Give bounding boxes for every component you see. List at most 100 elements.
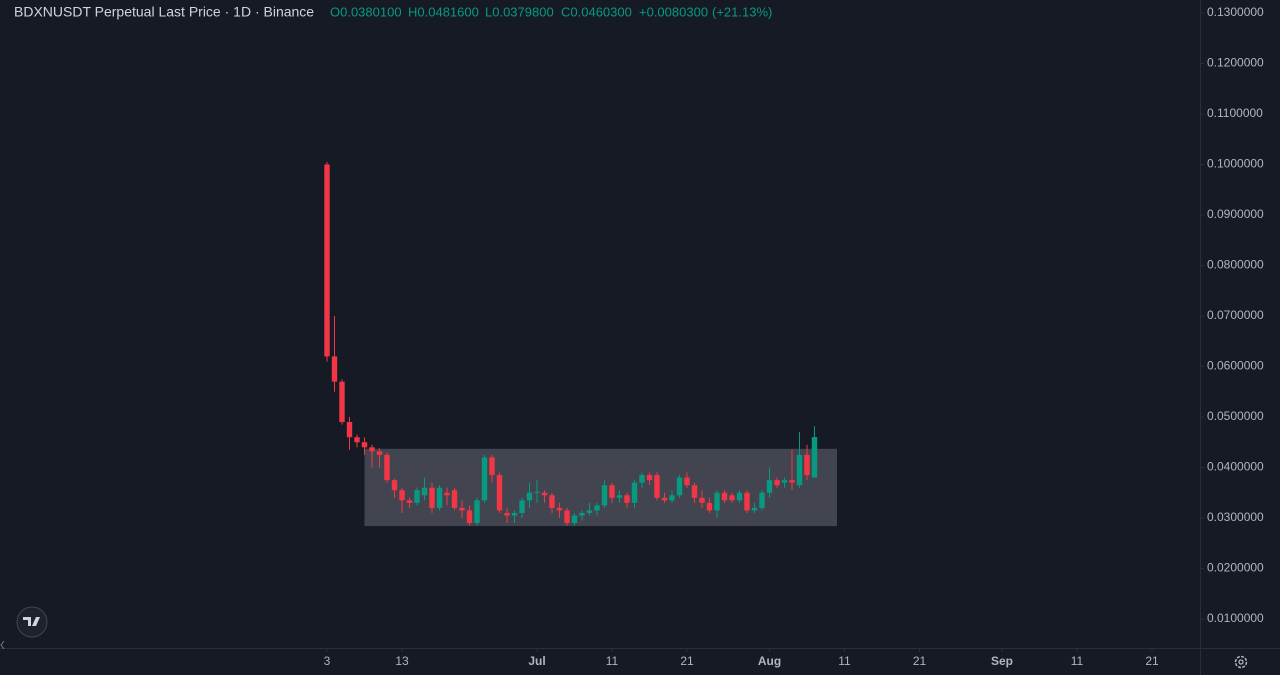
candle-body <box>444 492 450 496</box>
candle-body <box>579 512 585 516</box>
candle-body <box>459 507 465 511</box>
x-tick-label: 13 <box>395 654 409 668</box>
candle-body <box>811 437 818 478</box>
candle-body <box>706 502 713 511</box>
y-tick-label: 0.0500000 <box>1207 409 1264 423</box>
candle-body <box>474 500 480 524</box>
candle-body <box>496 475 503 511</box>
x-tick-label: 11 <box>1071 654 1084 668</box>
candle-body <box>331 356 338 382</box>
settings-button[interactable] <box>1234 655 1248 669</box>
candle-body <box>796 454 803 486</box>
candle-body <box>541 492 548 496</box>
ohlc-change-pct: (+21.13%) <box>712 4 772 19</box>
gear-inner[interactable] <box>1238 659 1244 665</box>
candle-body <box>736 492 743 501</box>
candle-body <box>564 510 570 524</box>
candle-body <box>354 437 360 443</box>
candle-body <box>451 490 458 508</box>
candle-body <box>534 491 540 493</box>
candle-body <box>571 515 578 524</box>
x-tick-label: 21 <box>680 654 694 668</box>
candle-body <box>684 477 690 486</box>
x-tick-label: Aug <box>758 654 781 668</box>
ohlc-low: L0.0379800 <box>485 4 554 19</box>
y-tick-label: 0.1300000 <box>1207 5 1264 19</box>
candle-body <box>406 500 413 503</box>
x-tick-label: 11 <box>838 654 851 668</box>
y-tick-label: 0.0400000 <box>1207 460 1264 474</box>
x-tick-label: Jul <box>528 654 545 668</box>
candle-body <box>744 492 750 511</box>
chart-title: BDXNUSDT Perpetual Last Price · 1D · Bin… <box>14 4 314 20</box>
candle-body <box>414 490 420 503</box>
candle-body <box>361 442 368 448</box>
logo-mark[interactable] <box>23 617 40 626</box>
candle-body <box>601 485 608 506</box>
candle-body <box>384 454 390 481</box>
logo-circle[interactable] <box>16 606 48 638</box>
candle-body <box>391 480 398 491</box>
y-tick-label: 0.0300000 <box>1207 510 1264 524</box>
range-box <box>364 448 837 527</box>
candle-body <box>661 497 668 501</box>
candle-body <box>751 507 758 511</box>
candle-body <box>376 451 383 455</box>
candle-body <box>616 495 623 498</box>
candle-body <box>759 492 765 508</box>
x-tick-label: Sep <box>991 654 1013 668</box>
x-tick-label: 21 <box>913 654 927 668</box>
collapse-arrow[interactable] <box>0 640 5 650</box>
ohlc-change: +0.0080300 <box>639 4 708 19</box>
x-tick-label: 21 <box>1145 654 1159 668</box>
candle-body <box>781 480 788 483</box>
y-tick-label: 0.1200000 <box>1207 56 1264 70</box>
candle-body <box>624 495 630 503</box>
y-tick-label: 0.0200000 <box>1207 561 1264 575</box>
candle-body <box>339 381 345 423</box>
candle-body <box>714 492 720 511</box>
candle-body <box>346 422 353 438</box>
ohlc-high: H0.0481600 <box>408 4 479 19</box>
candle-body <box>549 495 555 508</box>
candle-body <box>691 485 698 498</box>
candle-body <box>789 480 795 483</box>
candle-body <box>466 510 473 524</box>
x-tick-label: 3 <box>324 654 331 668</box>
candle-body <box>594 505 600 511</box>
candle-body <box>676 477 683 496</box>
candle-body <box>481 457 488 501</box>
candle-body <box>429 487 435 508</box>
candle-body <box>766 480 773 493</box>
candle-body <box>631 482 638 503</box>
candle-body <box>804 454 810 476</box>
candle-body <box>511 512 518 516</box>
candle-body <box>504 512 510 516</box>
candle-body <box>699 497 705 503</box>
y-tick-label: 0.0700000 <box>1207 308 1264 322</box>
ohlc-close: C0.0460300 <box>561 4 632 19</box>
y-tick-label: 0.0600000 <box>1207 359 1264 373</box>
candle-body <box>646 475 653 481</box>
y-tick-label: 0.0100000 <box>1207 611 1264 625</box>
y-tick-label: 0.0900000 <box>1207 207 1264 221</box>
candle-body <box>556 507 563 511</box>
logo[interactable] <box>16 606 48 638</box>
gear-outer[interactable] <box>1234 655 1248 669</box>
candle-body <box>369 447 375 452</box>
candle-body <box>519 500 525 513</box>
candle-body <box>324 164 330 357</box>
candle-body <box>639 475 645 483</box>
y-tick-label: 0.1100000 <box>1207 106 1263 120</box>
candle-body <box>669 495 675 501</box>
candle-body <box>654 475 660 498</box>
candle-body <box>586 510 593 513</box>
candle-body <box>489 457 495 476</box>
y-tick-label: 0.0800000 <box>1207 258 1264 272</box>
candle-body <box>721 492 728 501</box>
candle-body <box>729 495 735 501</box>
ohlc-open: O0.0380100 <box>330 4 402 19</box>
candle-body <box>421 487 428 496</box>
